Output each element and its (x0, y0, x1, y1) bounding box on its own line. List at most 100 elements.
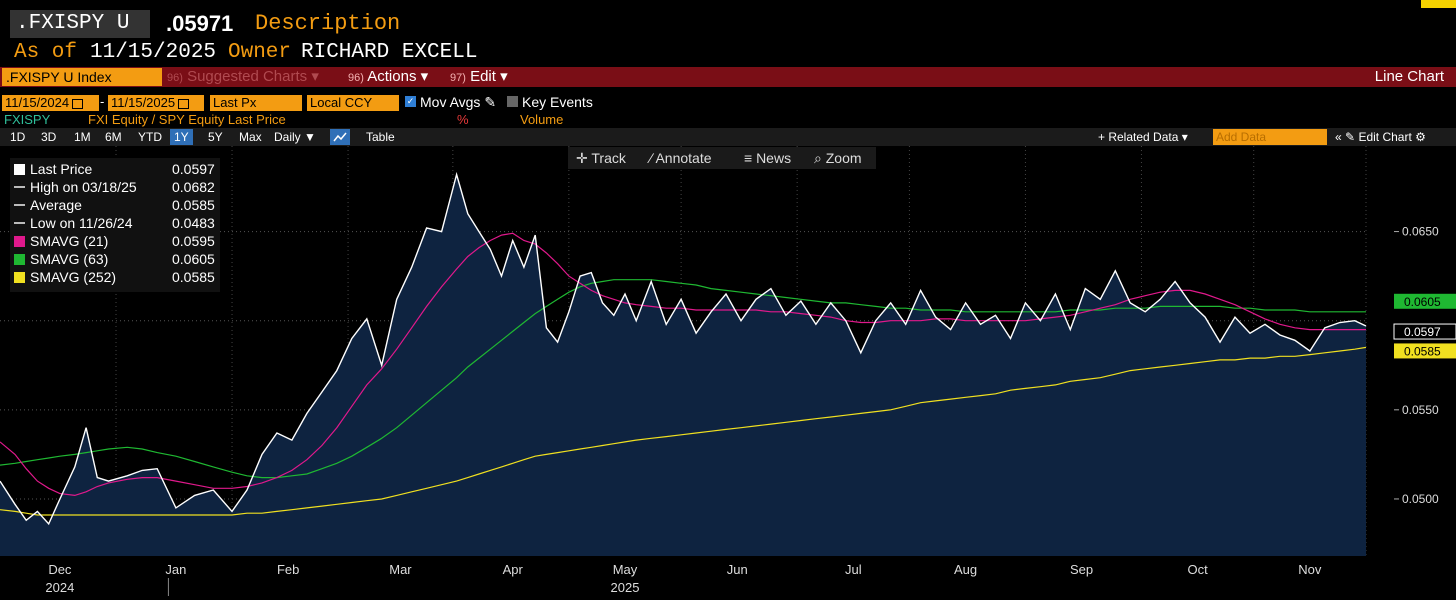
last-value-tag-bg (1394, 293, 1456, 309)
key-events-label[interactable]: Key Events (522, 94, 593, 110)
annotate-button[interactable]: ∕ Annotate (650, 150, 712, 166)
volume-toggle[interactable]: Volume (520, 112, 564, 127)
x-month-label: Feb (277, 562, 299, 577)
edit-button[interactable]: 97) Edit ▾ (450, 68, 508, 86)
corner-indicator (1421, 0, 1456, 8)
y-tick-label: 0.0500 (1402, 492, 1439, 506)
legend-item[interactable]: Average 0.0585 (14, 196, 215, 214)
legend-label: SMAVG (21) (30, 233, 109, 249)
legend-item[interactable]: Low on 11/26/24 0.0483 (14, 214, 215, 232)
caret-down-icon: ▼ (304, 130, 316, 144)
gear-icon[interactable]: ⚙ (1415, 130, 1426, 144)
range-1d[interactable]: 1D (10, 130, 26, 144)
annotate-label: Annotate (655, 150, 712, 166)
chart-legend: Last Price 0.0597 High on 03/18/25 0.0682 Av… (10, 158, 220, 292)
date-separator: - (100, 94, 105, 109)
mov-avgs-checkbox[interactable]: ✓ (405, 96, 416, 107)
start-date-field[interactable]: 11/15/2024 (2, 95, 99, 111)
menu-bar (0, 67, 1456, 87)
suggested-charts-label: Suggested Charts (187, 68, 308, 85)
range-6m[interactable]: 6M (105, 130, 122, 144)
actions-number: 96) (348, 72, 364, 84)
series-line-smavg-21 (0, 232, 1366, 497)
x-month-label: Oct (1187, 562, 1208, 577)
ticker-field[interactable]: .FXISPY U (10, 10, 150, 38)
related-data-label: + Related Data (1098, 130, 1179, 144)
chevron-down-icon: ▾ (420, 68, 429, 85)
legend-swatch (14, 236, 25, 247)
range-max[interactable]: Max (239, 130, 262, 144)
owner-label: Owner (228, 41, 292, 64)
x-month-label: Jun (727, 562, 748, 577)
series-description: FXI Equity / SPY Equity Last Price (88, 112, 286, 127)
x-month-label: Dec (48, 562, 72, 577)
legend-item[interactable]: Last Price 0.0597 (14, 160, 215, 178)
last-value-tag-bg (1394, 343, 1456, 359)
last-value-tag-bg (1393, 323, 1456, 340)
table-button[interactable]: Table (366, 130, 395, 144)
chart-type-label[interactable]: Line Chart (1374, 68, 1444, 85)
legend-item[interactable]: SMAVG (21) 0.0595 (14, 232, 215, 250)
legend-value: 0.0595 (172, 233, 215, 249)
range-3d[interactable]: 3D (41, 130, 57, 144)
legend-swatch (14, 272, 25, 283)
legend-item[interactable]: SMAVG (252) 0.0585 (14, 268, 215, 286)
track-button[interactable]: ✛ Track (576, 150, 626, 167)
legend-item[interactable]: High on 03/18/25 0.0682 (14, 178, 215, 196)
price-field-select[interactable]: Last Px (210, 95, 302, 111)
chevron-down-icon: ▾ (311, 68, 319, 85)
calendar-icon[interactable] (178, 98, 190, 109)
end-date-value: 11/15/2025 (111, 95, 176, 110)
y-tick-label: 0.0650 (1402, 225, 1439, 239)
range-1y[interactable]: 1Y (170, 129, 193, 145)
as-of-date: 11/15/2025 (90, 41, 217, 64)
last-value-tag: 0.0605 (1394, 293, 1456, 309)
pencil-icon: ✎ (1345, 130, 1356, 144)
key-events-checkbox[interactable] (507, 96, 518, 107)
y-tick-label: 0.0550 (1402, 403, 1439, 417)
legend-item[interactable]: SMAVG (63) 0.0605 (14, 250, 215, 268)
x-month-label: May (613, 562, 638, 577)
chart-area[interactable]: 0.0500 0.0550 0.0650 0.0605 0.0597 0.0585 Dec J… (0, 146, 1456, 600)
end-date-field[interactable]: 11/15/2025 (108, 95, 204, 111)
annotate-icon: ∕ (650, 150, 653, 166)
suggested-charts-button[interactable]: 96) Suggested Charts ▾ (167, 68, 319, 86)
x-month-label: Aug (954, 562, 977, 577)
legend-value: 0.0605 (172, 251, 215, 267)
crosshair-icon: ✛ (576, 150, 588, 166)
actions-label: Actions (367, 68, 417, 85)
x-year-label: 2025 (611, 580, 640, 595)
percent-toggle[interactable]: % (457, 112, 469, 127)
legend-swatch (14, 222, 25, 224)
legend-value: 0.0585 (172, 269, 215, 285)
last-value-tag-label: 0.0585 (1404, 344, 1441, 358)
frequency-select[interactable]: Daily ▼ (270, 129, 320, 145)
actions-button[interactable]: 96) Actions ▾ (348, 68, 428, 86)
related-data-button[interactable]: + Related Data ▾ (1098, 129, 1188, 145)
currency-select[interactable]: Local CCY (307, 95, 399, 111)
range-1m[interactable]: 1M (74, 130, 91, 144)
pencil-icon[interactable]: ✎ (484, 94, 497, 110)
collapse-icon[interactable]: « (1335, 130, 1342, 144)
edit-chart-label: Edit Chart (1358, 130, 1412, 144)
chevron-down-icon: ▾ (1181, 130, 1188, 144)
range-5y[interactable]: 5Y (208, 130, 223, 144)
line-chart-icon[interactable] (330, 129, 350, 145)
x-month-label: Jan (165, 562, 186, 577)
last-value-tag: 0.0585 (1394, 343, 1456, 359)
edit-chart-button[interactable]: « ✎ Edit Chart ⚙ (1335, 129, 1426, 145)
calendar-icon[interactable] (72, 98, 84, 109)
security-field[interactable]: .FXISPY U Index (2, 68, 162, 86)
zoom-button[interactable]: ⌕ Zoom (814, 150, 862, 167)
last-value-tag-label: 0.0605 (1404, 295, 1441, 309)
mov-avgs-label[interactable]: Mov Avgs ✎ (420, 94, 496, 111)
add-data-input[interactable]: Add Data (1213, 129, 1327, 145)
legend-value: 0.0597 (172, 161, 215, 177)
legend-label: SMAVG (252) (30, 269, 117, 285)
news-button[interactable]: ≡ News (744, 150, 791, 166)
zoom-icon: ⌕ (814, 150, 822, 166)
range-ytd[interactable]: YTD (138, 130, 162, 144)
legend-label: Low on 11/26/24 (30, 215, 133, 231)
description-link[interactable]: Description (255, 11, 401, 36)
legend-swatch (14, 186, 25, 188)
